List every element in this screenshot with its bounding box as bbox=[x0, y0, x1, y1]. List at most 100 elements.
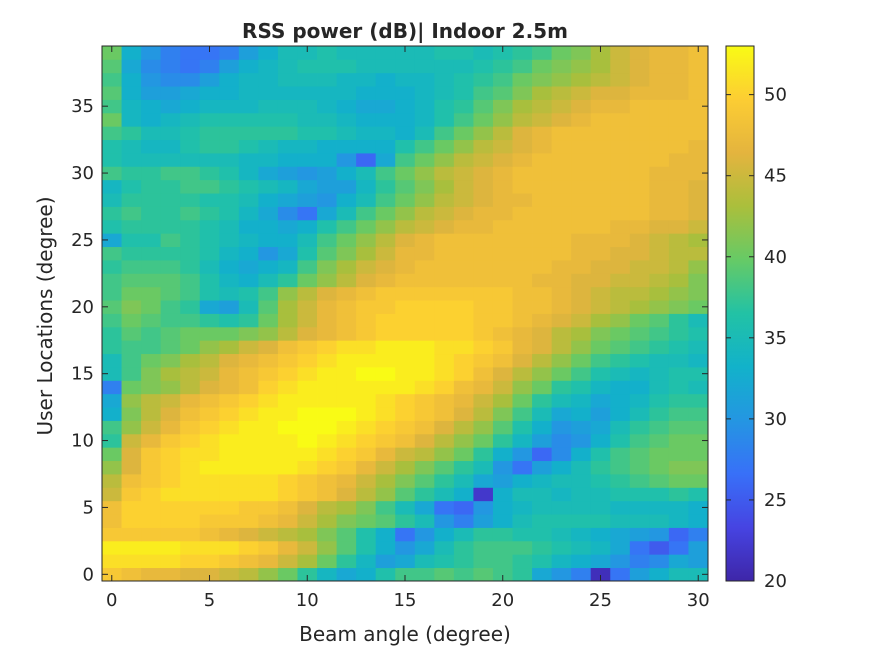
heatmap-cell bbox=[610, 153, 631, 167]
heatmap-cell bbox=[473, 527, 494, 542]
heatmap-cell bbox=[512, 260, 533, 274]
heatmap-cell bbox=[571, 273, 592, 288]
heatmap-cell bbox=[610, 206, 631, 221]
heatmap-cell bbox=[590, 540, 611, 555]
heatmap-cell bbox=[649, 193, 670, 207]
heatmap-cell bbox=[199, 447, 220, 462]
heatmap-cell bbox=[414, 367, 435, 381]
heatmap-cell bbox=[199, 340, 220, 355]
heatmap-cell bbox=[180, 59, 201, 74]
heatmap-cell bbox=[551, 126, 572, 141]
heatmap-cell bbox=[590, 367, 611, 381]
y-axis-label: User Locations (degree) bbox=[33, 196, 57, 435]
heatmap-cell bbox=[395, 540, 416, 555]
heatmap-cell bbox=[434, 246, 455, 261]
heatmap-cell bbox=[492, 112, 513, 127]
heatmap-cell bbox=[219, 72, 240, 87]
heatmap-cell bbox=[199, 112, 220, 127]
heatmap-cell bbox=[336, 166, 357, 181]
x-axis-label: Beam angle (degree) bbox=[299, 622, 511, 646]
heatmap-cell bbox=[473, 86, 494, 100]
heatmap-cell bbox=[317, 72, 337, 87]
heatmap-cell bbox=[551, 260, 572, 274]
heatmap-cell bbox=[160, 393, 181, 408]
heatmap-cell bbox=[453, 193, 474, 207]
heatmap-cell bbox=[532, 153, 553, 167]
heatmap-cell bbox=[492, 567, 513, 582]
heatmap-cell bbox=[649, 139, 670, 154]
heatmap-cell bbox=[102, 313, 122, 328]
heatmap-cell bbox=[453, 286, 474, 301]
heatmap-cell bbox=[375, 353, 396, 368]
heatmap-cell bbox=[258, 86, 279, 100]
heatmap-cell bbox=[121, 393, 142, 408]
heatmap-cell bbox=[238, 500, 259, 515]
heatmap-cell bbox=[160, 367, 181, 381]
heatmap-cell bbox=[219, 86, 240, 100]
heatmap-cell bbox=[375, 474, 396, 488]
heatmap-cell bbox=[180, 514, 201, 528]
heatmap-cell bbox=[317, 433, 337, 448]
heatmap-cell bbox=[180, 540, 201, 555]
heatmap-cell bbox=[551, 326, 572, 341]
heatmap-cell bbox=[649, 380, 670, 395]
heatmap-cell bbox=[512, 527, 533, 542]
heatmap-cell bbox=[356, 313, 377, 328]
heatmap-cell bbox=[395, 179, 416, 194]
heatmap-cell bbox=[219, 554, 240, 569]
heatmap-cell bbox=[668, 340, 689, 355]
heatmap-cell bbox=[317, 326, 337, 341]
heatmap-cell bbox=[688, 540, 709, 555]
heatmap-cell bbox=[238, 99, 259, 114]
heatmap-cell bbox=[492, 380, 513, 395]
heatmap-cell bbox=[219, 46, 240, 60]
heatmap-cell bbox=[668, 139, 689, 154]
heatmap-cell bbox=[473, 59, 494, 74]
heatmap-cell bbox=[180, 326, 201, 341]
heatmap-cell bbox=[238, 340, 259, 355]
heatmap-cell bbox=[297, 460, 318, 475]
heatmap-cell bbox=[395, 527, 416, 542]
heatmap-cell bbox=[414, 393, 435, 408]
heatmap-cell bbox=[688, 514, 709, 528]
heatmap-cell bbox=[199, 367, 220, 381]
heatmap-cell bbox=[512, 500, 533, 515]
heatmap-cell bbox=[629, 59, 650, 74]
heatmap-cell bbox=[277, 340, 298, 355]
heatmap-cell bbox=[141, 407, 162, 421]
heatmap-cell bbox=[395, 407, 416, 421]
heatmap-cell bbox=[492, 99, 513, 114]
heatmap-cell bbox=[414, 514, 435, 528]
heatmap-cell bbox=[492, 233, 513, 248]
heatmap-cell bbox=[121, 86, 142, 100]
heatmap-cell bbox=[590, 447, 611, 462]
heatmap-cell bbox=[102, 206, 122, 221]
heatmap-cell bbox=[571, 393, 592, 408]
heatmap-cell bbox=[551, 193, 572, 207]
heatmap-cell bbox=[571, 193, 592, 207]
x-tick-label: 20 bbox=[491, 590, 514, 611]
heatmap-cell bbox=[160, 219, 181, 234]
heatmap-cell bbox=[492, 540, 513, 555]
heatmap-cell bbox=[649, 447, 670, 462]
heatmap-cell bbox=[629, 99, 650, 114]
heatmap-cell bbox=[668, 300, 689, 314]
heatmap-cell bbox=[668, 193, 689, 207]
heatmap-cell bbox=[121, 554, 142, 569]
heatmap-cell bbox=[668, 112, 689, 127]
heatmap-cell bbox=[297, 206, 318, 221]
colorbar-tick-label: 30 bbox=[764, 409, 787, 430]
heatmap-cell bbox=[160, 112, 181, 127]
heatmap-cell bbox=[473, 447, 494, 462]
heatmap-cell bbox=[121, 540, 142, 555]
heatmap-cell bbox=[512, 286, 533, 301]
heatmap-cell bbox=[492, 300, 513, 314]
heatmap-cell bbox=[688, 367, 709, 381]
heatmap-cell bbox=[551, 474, 572, 488]
heatmap-cell bbox=[199, 393, 220, 408]
heatmap-cell bbox=[238, 514, 259, 528]
heatmap-cell bbox=[434, 554, 455, 569]
heatmap-cell bbox=[258, 353, 279, 368]
heatmap-cell bbox=[102, 367, 122, 381]
heatmap-cell bbox=[551, 313, 572, 328]
